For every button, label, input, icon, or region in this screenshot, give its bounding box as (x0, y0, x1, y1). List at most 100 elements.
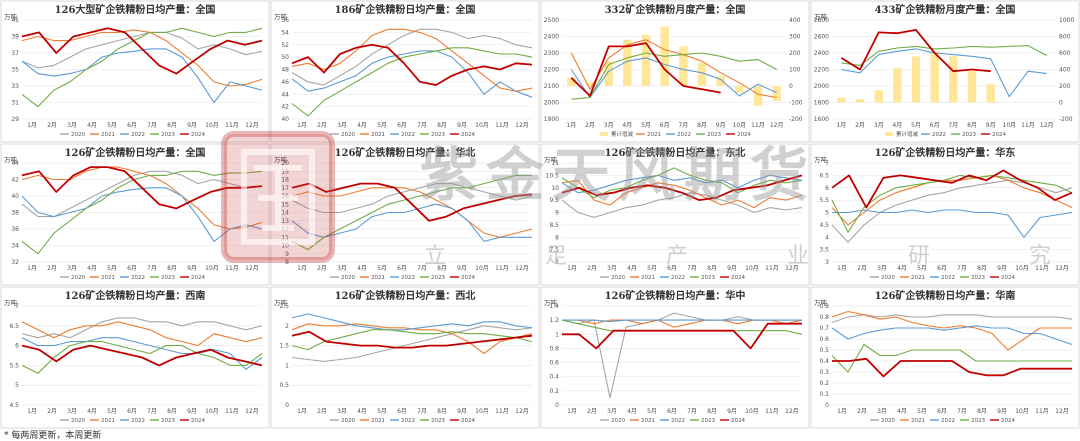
x-tick-label: 10月 (205, 122, 219, 129)
x-tick-label: 12月 (515, 122, 529, 129)
legend-label: 2022 (131, 275, 145, 281)
x-tick-label: 1月 (27, 265, 37, 272)
series-line-2024 (831, 169, 1073, 209)
x-tick-label: 11月 (1035, 408, 1049, 415)
y-axis-unit: 万吨 (814, 155, 828, 164)
chart-panel-11: 126矿企铁精粉日均产量：华中 万吨 0 0.2 0.4 0.6 0.8 1 1.2 1.4 1月 2… (540, 286, 810, 429)
legend-label: 2024 (1001, 418, 1015, 424)
legend-label: 2023 (431, 132, 445, 138)
x-tick-label: 4月 (897, 265, 907, 272)
legend-label: 2021 (101, 275, 115, 281)
series-line-2023 (831, 174, 1073, 233)
series-line-2021 (561, 179, 803, 209)
x-tick-label: 11月 (1021, 122, 1035, 129)
y-tick-label: 0 (555, 402, 559, 409)
y-tick-label: 42 (11, 177, 19, 184)
y-tick-label: 4.5 (9, 402, 19, 409)
x-tick-label: 6月 (937, 265, 947, 272)
watermark-subtitle: 立 足 产 业 研 究 驱 动 (424, 244, 1080, 269)
chart-panel-7: 126矿企铁精粉日均产量：东北 万吨 7 7.5 8 8.5 9 9.5 10 10.5 11 1月 2… (540, 143, 810, 286)
y-tick-label: 7 (825, 160, 829, 167)
x-tick-label: 2月 (317, 408, 327, 415)
y-tick-label: 33 (11, 83, 19, 90)
y-tick-label: 1 (285, 362, 289, 369)
y-tick-label: 0.8 (819, 314, 829, 321)
legend-label: 2022 (932, 132, 946, 138)
series-line-2022 (291, 50, 533, 98)
x-tick-label: 8月 (707, 265, 717, 272)
x-tick-label: 9月 (997, 265, 1007, 272)
bar-cumulative (679, 46, 688, 86)
series-line-2024 (291, 182, 533, 222)
y-tick-label: 32 (11, 259, 19, 266)
y-tick-label: 36 (11, 226, 19, 233)
series-line-2021 (21, 166, 263, 230)
x-tick-label: 10月 (475, 265, 489, 272)
y2-tick-label: 200 (789, 50, 801, 57)
y-tick-label: 42 (281, 104, 289, 111)
legend-label: 2022 (131, 418, 145, 424)
series-line-2024 (21, 344, 263, 367)
legend-label: 2023 (431, 418, 445, 424)
x-tick-label: 9月 (187, 408, 197, 415)
panel-frame (0, 0, 270, 143)
legend-label: 累计增减 (896, 130, 919, 138)
x-tick-label: 4月 (627, 265, 637, 272)
bar-cumulative (623, 39, 632, 86)
y-tick-label: 5 (15, 382, 19, 389)
chart-panel-3: 332矿企铁精粉月度产量：全国 1900 2000 2100 2200 2300 2400 2… (540, 0, 810, 143)
x-tick-label: 12月 (245, 265, 259, 272)
bar-cumulative (585, 82, 595, 86)
x-tick-label: 2月 (855, 122, 865, 129)
x-tick-label: 12月 (770, 122, 784, 129)
x-tick-label: 5月 (917, 265, 927, 272)
bar-cumulative (893, 67, 902, 103)
x-tick-label: 5月 (647, 408, 657, 415)
y-tick-label: 40 (11, 193, 19, 200)
series-line-2020 (831, 314, 1073, 324)
y-tick-label: 8.5 (549, 222, 559, 229)
bar-cumulative (930, 51, 939, 103)
x-tick-label: 7月 (678, 122, 688, 129)
y-tick-label: 0.3 (819, 369, 829, 376)
chart-title: 186矿企铁精粉日均产量：全国 (335, 3, 476, 16)
legend-label: 2023 (431, 275, 445, 281)
panel-frame (0, 143, 270, 286)
series-line-2022 (570, 57, 777, 99)
legend-label: 2023 (701, 418, 715, 424)
x-tick-label: 1月 (297, 408, 307, 415)
y2-tick-label: -200 (789, 116, 803, 123)
x-tick-label: 10月 (475, 408, 489, 415)
bar-cumulative (986, 84, 995, 103)
x-tick-label: 1月 (567, 265, 577, 272)
y-tick-label: 18 (281, 177, 289, 184)
y-tick-label: 11 (281, 234, 289, 241)
chart-panel-2: 186矿企铁精粉日均产量：全国 万吨 40 42 44 46 48 50 52 54 56 1月 2月 3… (270, 0, 540, 143)
y-tick-label: 9.5 (549, 197, 559, 204)
y-tick-label: 20 (281, 160, 289, 167)
x-tick-label: 7月 (417, 122, 427, 129)
x-tick-label: 9月 (187, 122, 197, 129)
y-tick-label: 40 (281, 116, 289, 123)
series-line-2022 (21, 337, 263, 370)
y-tick-label: 14 (281, 210, 289, 217)
series-line-2023 (21, 170, 263, 255)
legend-label: 2021 (911, 418, 925, 424)
x-tick-label: 8月 (697, 122, 707, 129)
chart-svg: 126矿企铁精粉日均产量：华北万吨89101112131415161718192… (270, 143, 540, 286)
x-tick-label: 3月 (874, 122, 884, 129)
bar-cumulative (855, 99, 865, 103)
x-tick-label: 6月 (930, 122, 940, 129)
y-tick-label: 4.5 (819, 222, 829, 229)
legend-label: 2024 (737, 132, 751, 138)
legend-label: 2024 (731, 275, 745, 281)
legend-label: 2024 (191, 418, 205, 424)
series-line-2020 (561, 192, 803, 218)
x-tick-label: 11月 (751, 122, 765, 129)
y2-tick-label: 400 (1059, 67, 1071, 74)
y-tick-label: 7.5 (549, 247, 559, 254)
series-line-2020 (291, 28, 533, 86)
y-tick-label: 44 (11, 160, 19, 167)
x-tick-label: 3月 (607, 408, 617, 415)
